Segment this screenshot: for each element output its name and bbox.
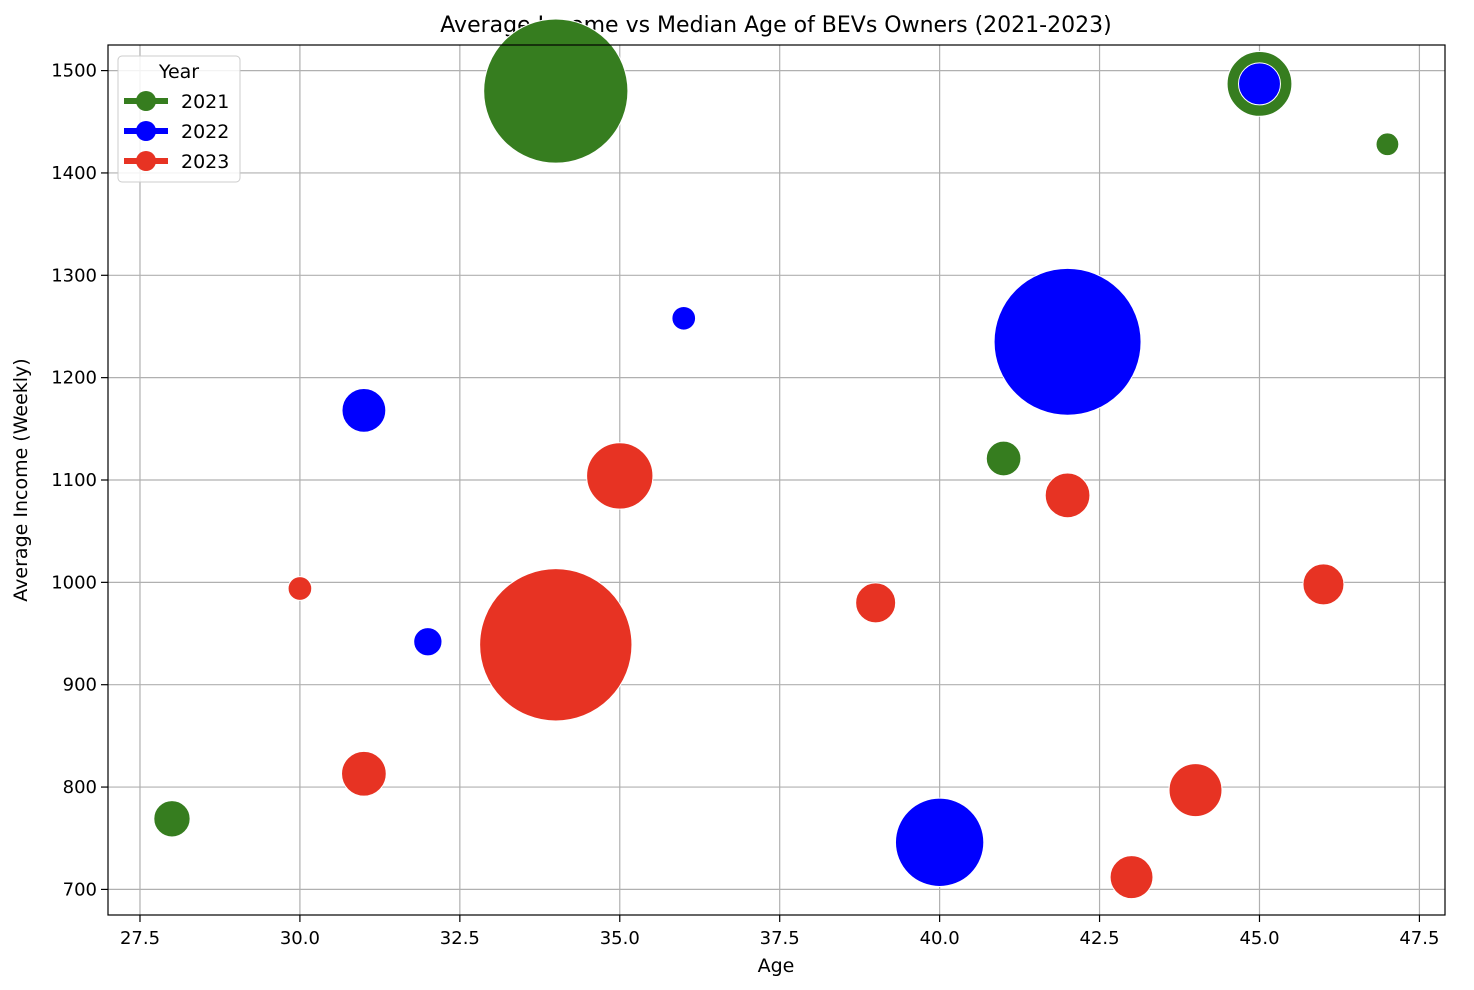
bubble-2023 xyxy=(855,582,897,624)
bubble-2022 xyxy=(993,267,1142,416)
y-tick-label: 1500 xyxy=(51,61,97,82)
legend-label: 2022 xyxy=(181,121,229,143)
bubble-2022 xyxy=(671,305,697,331)
bubble-2023 xyxy=(1168,763,1223,818)
bubble-2023 xyxy=(1109,855,1154,900)
y-tick-label: 1000 xyxy=(51,572,97,593)
plot-area xyxy=(153,18,1400,900)
x-tick-label: 40.0 xyxy=(920,928,960,949)
series-2022 xyxy=(341,62,1281,887)
legend-item-2021: 2021 xyxy=(124,91,229,113)
legend-title: Year xyxy=(158,61,199,83)
bubble-2021 xyxy=(483,18,629,164)
x-tick-label: 37.5 xyxy=(760,928,800,949)
legend-marker xyxy=(136,91,156,111)
bubble-2023 xyxy=(586,442,654,510)
legend-item-2023: 2023 xyxy=(124,151,229,173)
bubble-2023 xyxy=(1302,563,1345,606)
bubble-2022 xyxy=(894,797,985,887)
x-tick-label: 32.5 xyxy=(440,928,480,949)
x-tick-label: 30.0 xyxy=(280,928,320,949)
y-tick-label: 1400 xyxy=(51,163,97,184)
series-2021 xyxy=(153,18,1400,838)
bubble-2023 xyxy=(341,750,387,797)
x-tick-label: 35.0 xyxy=(600,928,640,949)
legend-marker xyxy=(136,151,156,171)
y-tick-label: 800 xyxy=(63,777,97,798)
x-axis-label: Age xyxy=(758,955,795,977)
bubble-2023 xyxy=(1044,472,1091,519)
bubble-2023 xyxy=(287,576,313,601)
x-axis: 27.5 30.0 32.5 35.0 37.5 40.0 42.5 45.0 47.5 xyxy=(120,915,1439,949)
bubble-2022 xyxy=(341,387,387,433)
x-tick-label: 45.0 xyxy=(1239,928,1279,949)
y-axis-label: Average Income (Weekly) xyxy=(10,358,32,601)
x-tick-label: 27.5 xyxy=(120,928,160,949)
y-tick-label: 1200 xyxy=(51,368,97,389)
y-tick-label: 1100 xyxy=(51,470,97,491)
x-tick-label: 47.5 xyxy=(1399,928,1439,949)
bubble-2023 xyxy=(479,568,633,722)
x-tick-label: 42.5 xyxy=(1080,928,1120,949)
bubble-2022 xyxy=(413,627,443,657)
grid xyxy=(108,45,1445,915)
bubble-2022 xyxy=(1238,62,1281,106)
y-axis: 700 800 900 1000 1100 1200 1300 1400 1500 xyxy=(51,61,108,900)
bubble-2021 xyxy=(985,440,1022,477)
bubble-2021 xyxy=(153,800,191,838)
y-tick-label: 1300 xyxy=(51,265,97,286)
legend-item-2022: 2022 xyxy=(124,121,229,143)
series-2023 xyxy=(287,442,1345,900)
legend-label: 2021 xyxy=(181,91,229,113)
bubble-2021 xyxy=(1375,132,1400,157)
legend: Year 2021 2022 2023 xyxy=(117,55,241,183)
legend-label: 2023 xyxy=(181,151,229,173)
legend-marker xyxy=(136,121,156,141)
y-tick-label: 700 xyxy=(63,879,97,900)
y-tick-label: 900 xyxy=(63,675,97,696)
legend-box xyxy=(117,55,241,183)
